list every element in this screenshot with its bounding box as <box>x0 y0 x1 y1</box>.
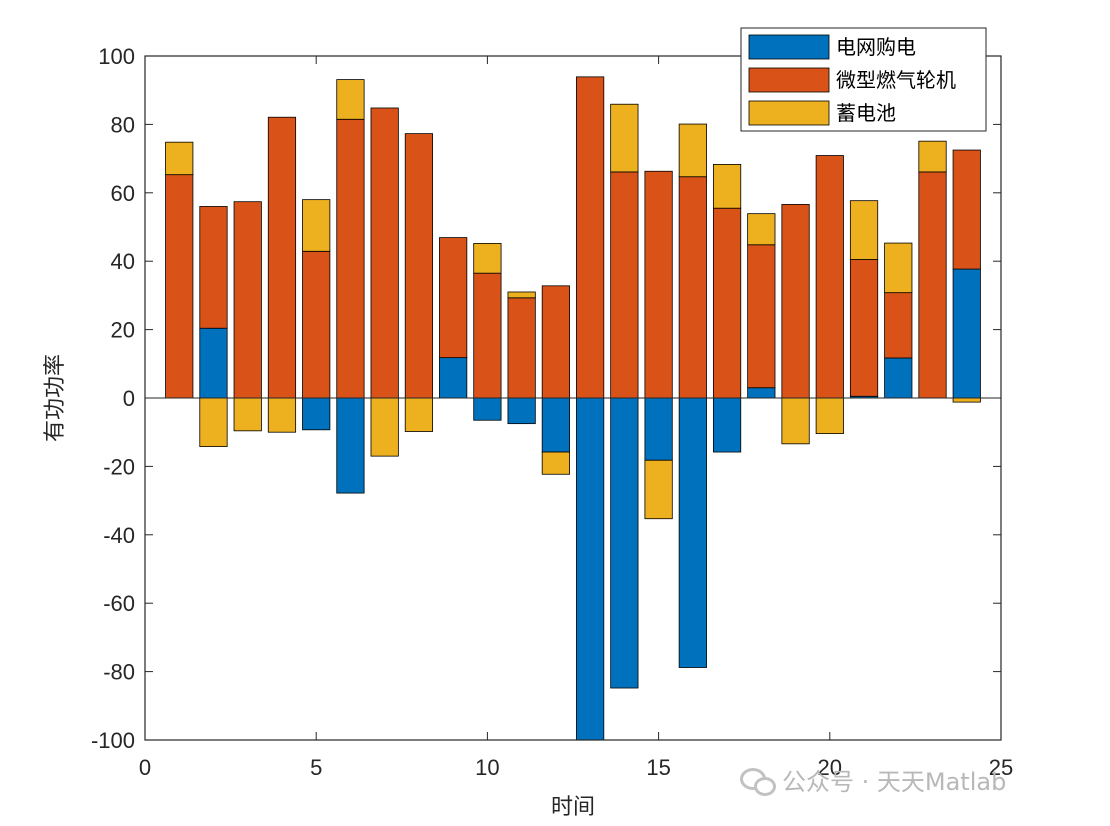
y-tick-label: 80 <box>111 112 135 137</box>
bar-series1-t2 <box>199 327 228 399</box>
bar-series1-t17 <box>712 397 742 453</box>
bar-series3-t19 <box>781 397 810 445</box>
legend-swatch-2 <box>748 67 830 93</box>
wechat-icon <box>740 766 776 796</box>
x-tick-label: 15 <box>646 755 670 780</box>
bar-series1-t9 <box>439 357 468 399</box>
bar-series3-t1 <box>165 141 194 176</box>
y-tick-label: 40 <box>111 249 135 274</box>
bar-series3-t5 <box>302 199 331 252</box>
bar-series2-t2 <box>199 206 228 329</box>
bar-series3-t7 <box>370 397 399 457</box>
legend-label-3: 蓄电池 <box>836 101 896 125</box>
legend-label-1: 电网购电 <box>836 35 916 59</box>
bar-series2-t14 <box>610 171 639 399</box>
bar-series1-t14 <box>610 397 639 689</box>
y-axis-ticks: -100 -80 -60 -40 -20 0 20 40 60 80 100 <box>91 44 1001 753</box>
bar-series3-t20 <box>815 397 844 434</box>
bar-series2-t4 <box>267 116 297 399</box>
bar-series2-t9 <box>439 237 468 359</box>
bar-series2-t21 <box>849 259 879 397</box>
bar-series2-t11 <box>507 297 536 399</box>
bar-series3-t11 <box>507 291 536 299</box>
y-tick-label: -60 <box>103 591 135 616</box>
bar-series3-t15 <box>644 459 673 520</box>
bar-series1-t16 <box>678 397 707 668</box>
bar-series2-t20 <box>815 155 844 399</box>
bar-series2-t19 <box>781 204 810 399</box>
bar-series2-t23 <box>918 171 947 399</box>
bar-series3-t8 <box>404 397 434 432</box>
bar-series2-t12 <box>541 285 570 399</box>
y-tick-label: -80 <box>103 660 135 685</box>
bar-series2-t5 <box>302 250 331 399</box>
bar-series3-t12 <box>541 451 570 475</box>
bar-series3-t2 <box>199 397 228 447</box>
bar-series2-t13 <box>576 76 605 399</box>
bar-series3-t10 <box>473 243 502 274</box>
bar-series2-t17 <box>712 207 742 399</box>
bar-series1-t5 <box>302 397 331 431</box>
bar-series1-t12 <box>541 397 570 453</box>
bar-series2-t16 <box>678 176 707 399</box>
bar-series3-t3 <box>233 397 262 432</box>
bar-series1-t15 <box>644 397 673 461</box>
bar-series1-t22 <box>884 357 913 399</box>
y-tick-label: 20 <box>111 318 135 343</box>
legend-swatch-1 <box>748 34 830 60</box>
bar-series3-t14 <box>610 103 639 173</box>
bars-layer <box>165 76 981 741</box>
legend-label-2: 微型燃气轮机 <box>836 68 956 92</box>
bar-series1-t18 <box>747 387 776 399</box>
legend-swatch-3 <box>748 100 830 126</box>
watermark: 公众号 · 天天Matlab <box>740 762 1006 797</box>
bar-series2-t22 <box>884 292 913 359</box>
x-tick-label: 20 <box>818 755 842 780</box>
bar-series3-t23 <box>918 140 947 173</box>
y-tick-label: 100 <box>98 44 135 69</box>
y-tick-label: 60 <box>111 181 135 206</box>
y-tick-label: 0 <box>123 386 135 411</box>
y-tick-label: -20 <box>103 454 135 479</box>
bar-series3-t21 <box>849 200 879 260</box>
bar-series2-t10 <box>473 272 502 399</box>
x-tick-label: 5 <box>310 755 322 780</box>
bar-series1-t13 <box>576 397 605 741</box>
bar-series3-t24 <box>952 397 981 403</box>
bar-series2-t15 <box>644 170 673 399</box>
bar-series3-t6 <box>336 79 365 120</box>
bar-series3-t18 <box>747 213 776 246</box>
bar-series2-t18 <box>747 244 776 389</box>
x-axis-label: 时间 <box>551 795 595 820</box>
bar-series2-t6 <box>336 118 365 399</box>
bar-series2-t7 <box>370 107 399 399</box>
watermark-text: 公众号 · 天天Matlab <box>782 768 1007 796</box>
y-tick-label: -100 <box>91 728 135 753</box>
bar-series2-t8 <box>404 133 434 399</box>
bar-series3-t4 <box>267 397 297 433</box>
x-tick-label: 10 <box>475 755 499 780</box>
bar-series3-t17 <box>712 164 742 209</box>
x-tick-label: 25 <box>989 755 1013 780</box>
bar-series2-t24 <box>952 149 981 270</box>
bar-series1-t11 <box>507 397 536 425</box>
bar-series2-t1 <box>165 174 194 399</box>
x-tick-label: 0 <box>139 755 151 780</box>
bar-series1-t10 <box>473 397 502 421</box>
bar-series1-t6 <box>336 397 365 494</box>
bar-series2-t3 <box>233 201 262 399</box>
bar-series3-t16 <box>678 123 707 178</box>
bar-series1-t24 <box>952 268 981 399</box>
bar-series3-t22 <box>884 242 913 294</box>
y-axis-label: 有功功率 <box>43 354 68 442</box>
y-tick-label: -40 <box>103 523 135 548</box>
